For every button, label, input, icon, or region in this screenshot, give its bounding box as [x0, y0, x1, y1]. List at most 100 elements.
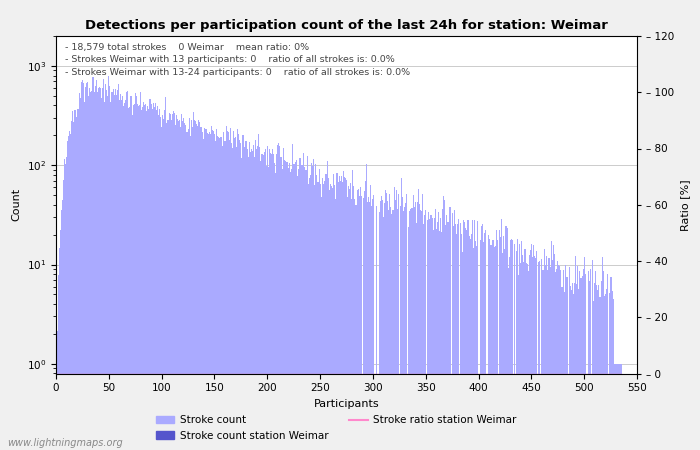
- Bar: [231, 143, 232, 450]
- Bar: [86, 83, 88, 450]
- Bar: [206, 133, 208, 450]
- Bar: [283, 148, 284, 450]
- Bar: [156, 110, 157, 450]
- Bar: [356, 190, 358, 450]
- Bar: [256, 149, 257, 450]
- Bar: [212, 130, 213, 450]
- Bar: [346, 180, 347, 450]
- Bar: [512, 240, 513, 450]
- Bar: [509, 257, 510, 450]
- Bar: [570, 286, 571, 450]
- Bar: [445, 225, 447, 450]
- Bar: [235, 137, 236, 450]
- Bar: [136, 104, 138, 450]
- Bar: [96, 80, 97, 450]
- Bar: [72, 111, 74, 450]
- Bar: [104, 102, 105, 450]
- Bar: [434, 218, 435, 450]
- Bar: [316, 175, 317, 450]
- Bar: [90, 92, 92, 450]
- Bar: [431, 218, 433, 450]
- Bar: [291, 169, 292, 450]
- Bar: [519, 244, 520, 450]
- Bar: [503, 236, 505, 450]
- Bar: [510, 240, 511, 450]
- Bar: [482, 224, 483, 450]
- Bar: [564, 292, 565, 450]
- Bar: [325, 174, 326, 450]
- Bar: [190, 120, 192, 450]
- Bar: [227, 131, 228, 450]
- Bar: [497, 240, 498, 450]
- Bar: [379, 212, 380, 450]
- Bar: [60, 230, 61, 450]
- Bar: [177, 119, 178, 450]
- Bar: [240, 143, 241, 450]
- Bar: [569, 267, 570, 450]
- Bar: [385, 190, 386, 450]
- Bar: [539, 261, 540, 450]
- Bar: [496, 230, 497, 450]
- Bar: [430, 215, 431, 450]
- Bar: [557, 261, 559, 450]
- Bar: [458, 219, 459, 450]
- Bar: [139, 105, 140, 450]
- Y-axis label: Count: Count: [11, 188, 21, 221]
- Bar: [59, 248, 60, 450]
- Bar: [218, 137, 219, 450]
- Bar: [335, 199, 337, 450]
- Bar: [344, 177, 345, 450]
- Bar: [268, 167, 269, 450]
- Bar: [276, 154, 277, 450]
- Bar: [83, 83, 84, 450]
- Bar: [420, 210, 421, 450]
- Bar: [196, 124, 197, 450]
- Bar: [208, 135, 209, 450]
- Bar: [273, 154, 274, 450]
- Bar: [348, 186, 349, 450]
- Bar: [556, 270, 557, 450]
- Bar: [288, 168, 289, 450]
- Bar: [347, 197, 348, 450]
- Bar: [603, 296, 605, 450]
- Bar: [489, 245, 491, 450]
- Bar: [277, 145, 279, 450]
- Bar: [234, 138, 235, 450]
- Bar: [92, 77, 94, 450]
- Bar: [531, 244, 532, 450]
- Bar: [530, 250, 531, 450]
- Bar: [372, 199, 373, 450]
- Bar: [265, 148, 266, 450]
- Bar: [383, 217, 384, 450]
- Bar: [82, 80, 83, 450]
- Bar: [588, 271, 589, 450]
- Bar: [289, 162, 290, 450]
- Bar: [375, 206, 377, 450]
- Bar: [270, 153, 271, 450]
- Bar: [237, 129, 238, 450]
- Bar: [284, 160, 285, 450]
- Bar: [518, 275, 519, 450]
- Stroke ratio station Weimar: [186, 371, 195, 376]
- Bar: [381, 196, 382, 450]
- Bar: [233, 130, 234, 450]
- Bar: [164, 110, 165, 450]
- Bar: [404, 207, 405, 450]
- Bar: [169, 114, 171, 450]
- Bar: [481, 226, 482, 450]
- Bar: [501, 220, 503, 450]
- Bar: [330, 184, 331, 450]
- Bar: [194, 120, 195, 450]
- Bar: [320, 184, 321, 450]
- Bar: [552, 260, 553, 450]
- Bar: [483, 242, 484, 450]
- Bar: [232, 148, 233, 450]
- Bar: [238, 134, 239, 450]
- Bar: [221, 137, 223, 450]
- Bar: [350, 183, 351, 450]
- Bar: [100, 88, 101, 450]
- Bar: [398, 194, 399, 450]
- Bar: [535, 258, 536, 450]
- Bar: [197, 126, 198, 450]
- Bar: [271, 154, 272, 450]
